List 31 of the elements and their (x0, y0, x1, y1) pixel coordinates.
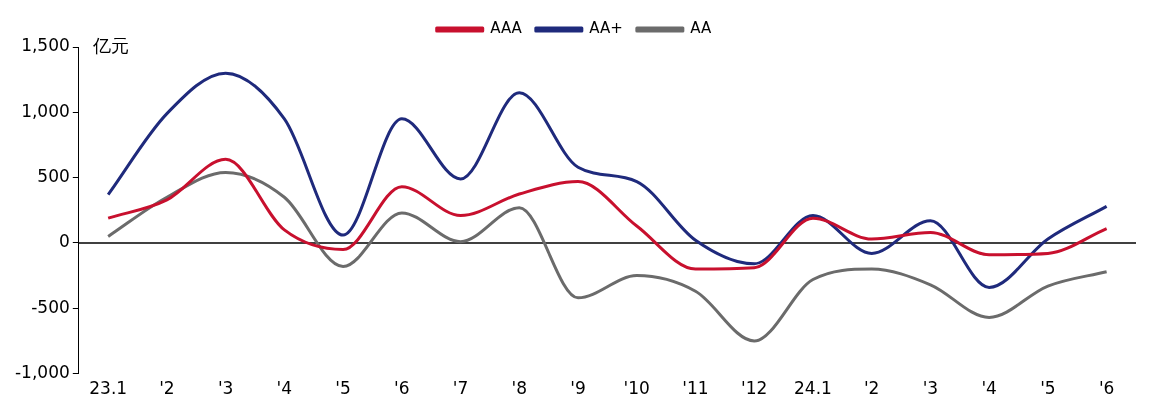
y-tick-label: 0 (58, 231, 70, 252)
x-tick-label: 23.1 (89, 378, 128, 399)
y-tick-label: -500 (31, 296, 70, 317)
legend-label: AA (690, 19, 713, 38)
x-tick-label: '6 (394, 378, 410, 399)
y-tick-label: 500 (37, 166, 70, 187)
x-tick-label: '2 (863, 378, 880, 399)
x-tick-label: '5 (1040, 378, 1056, 399)
x-tick-label: 24.1 (794, 378, 832, 399)
y-axis-title: 亿元 (91, 34, 129, 56)
x-tick-label: '3 (217, 378, 234, 399)
y-tick-label: 1,500 (21, 35, 70, 56)
y-tick-label: 1,000 (21, 100, 70, 121)
x-tick-label: '4 (981, 378, 997, 399)
line-series (106, 170, 1109, 343)
x-tick-label: '11 (682, 378, 709, 399)
x-tick-label: '6 (1098, 378, 1115, 399)
y-tick-label: -1,000 (14, 362, 70, 383)
x-tick-label: '5 (335, 378, 351, 399)
x-tick-label: '7 (452, 378, 469, 399)
x-tick-label: '3 (922, 378, 939, 399)
x-tick-label: '12 (741, 378, 768, 399)
line-series (106, 157, 1109, 271)
legend-label: AA+ (589, 19, 623, 38)
x-tick-label: '8 (511, 378, 528, 399)
legend-label: AAA (490, 19, 523, 38)
x-tick-label: '9 (570, 378, 586, 399)
x-tick-label: '10 (623, 378, 650, 399)
x-tick-label: '2 (159, 378, 175, 399)
line-series (106, 71, 1109, 289)
x-tick-label: '4 (276, 378, 293, 399)
